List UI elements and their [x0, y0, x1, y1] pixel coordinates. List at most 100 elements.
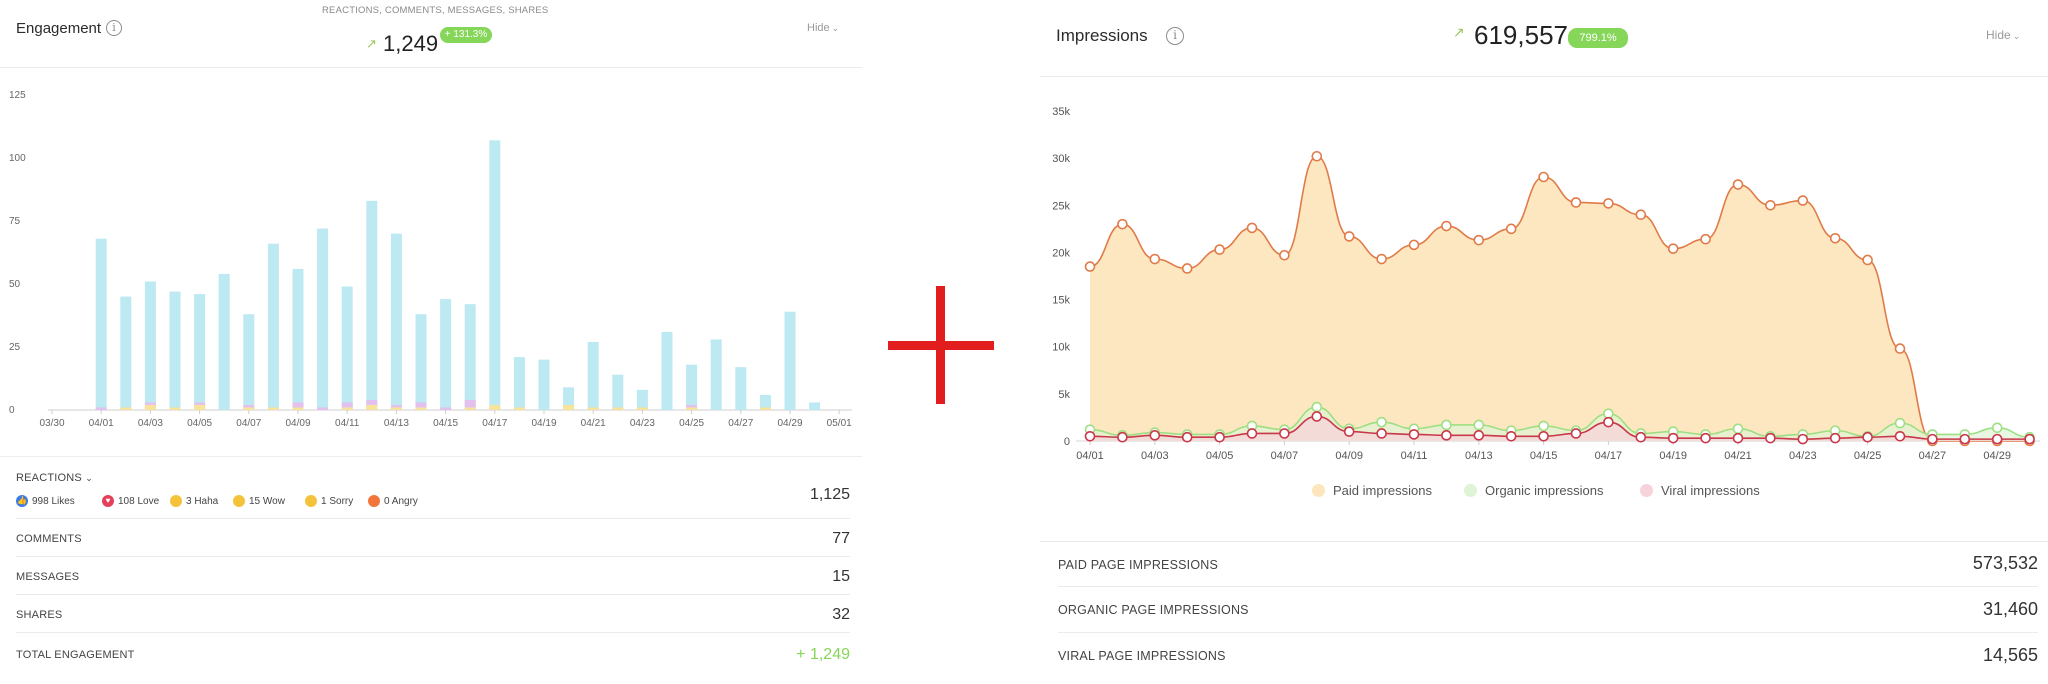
bar-love-segment: [317, 407, 329, 410]
bar: [661, 331, 673, 410]
paid-point: [1181, 263, 1193, 274]
viral-point: [1441, 430, 1452, 441]
reaction-item: 15 Wow: [233, 495, 285, 507]
x-tick-label: 04/17: [482, 418, 507, 429]
viral-point: [1603, 416, 1614, 428]
legend-viral[interactable]: Viral impressions: [1640, 483, 1760, 498]
viral-point: [1084, 430, 1096, 442]
paid-point: [1765, 199, 1776, 211]
impressions-hide-toggle[interactable]: Hide ⌄: [1986, 28, 2020, 42]
reactions-dropdown[interactable]: REACTIONS ⌄: [16, 472, 93, 484]
total-engagement-value: + 1,249: [796, 646, 850, 663]
header-divider: [1040, 76, 2048, 77]
reactions-label: REACTIONS: [16, 472, 82, 484]
bar-love-segment: [390, 404, 402, 410]
bar-love-segment: [415, 402, 427, 410]
bar-haha-segment: [464, 407, 476, 410]
comments-value: 77: [832, 530, 850, 547]
reaction-item: 1 Sorry: [305, 495, 353, 507]
paid-point: [1570, 197, 1582, 208]
impressions-panel: Impressions i ↗ 619,557 799.1% Hide ⌄ 0 5k…: [1040, 0, 2048, 684]
row-divider: [1058, 586, 2038, 587]
x-tick-label: 04/21: [1724, 450, 1752, 462]
legend-paid[interactable]: Paid impressions: [1312, 483, 1432, 498]
legend-swatch: [1640, 484, 1653, 497]
paid-point: [1117, 218, 1128, 230]
viral-point: [1538, 430, 1549, 442]
organic-point: [1311, 401, 1323, 413]
reaction-item: 0 Angry: [368, 495, 418, 507]
row-divider: [16, 594, 850, 595]
engagement-hide-toggle[interactable]: Hide ⌄: [807, 22, 839, 34]
x-tick-label: 04/29: [777, 418, 802, 429]
viral-point: [1214, 431, 1225, 443]
x-tick-label: 04/27: [1919, 450, 1947, 462]
organic-point: [1441, 419, 1452, 431]
bar-haha-segment: [563, 404, 575, 410]
bar: [120, 296, 132, 410]
x-tick-label: 04/25: [1854, 450, 1882, 462]
paid-impressions-value: 573,532: [1972, 553, 2038, 573]
y-tick-label: 75: [9, 216, 21, 227]
x-tick-label: 03/30: [39, 418, 64, 429]
comments-label: COMMENTS: [16, 533, 82, 545]
paid-impressions-label: PAID PAGE IMPRESSIONS: [1058, 558, 1219, 572]
wow-icon: [233, 495, 245, 507]
engagement-panel: Engagement i REACTIONS, COMMENTS, MESSAG…: [0, 0, 870, 684]
bar: [366, 200, 378, 410]
viral-impressions-value: 14,565: [1982, 645, 2038, 665]
viral-point: [1862, 431, 1873, 443]
x-tick-label: 04/03: [138, 418, 163, 429]
bar-haha-segment: [243, 407, 255, 410]
organic-point: [1991, 422, 2003, 434]
y-tick-label: 5k: [1058, 389, 1070, 401]
reaction-item: ♥ 108 Love: [102, 495, 159, 507]
bar: [341, 286, 353, 410]
viral-point: [1343, 426, 1355, 437]
bar: [169, 291, 181, 410]
bar: [636, 389, 648, 410]
organic-point: [1732, 423, 1744, 435]
paid-area: [1090, 156, 2030, 441]
info-icon[interactable]: i: [106, 20, 122, 36]
x-tick-label: 04/01: [1076, 450, 1104, 462]
viral-point: [1667, 432, 1679, 444]
x-tick-label: 04/19: [531, 418, 556, 429]
bar: [612, 374, 624, 410]
viral-point: [1829, 432, 1841, 444]
paid-point: [1538, 171, 1549, 183]
paid-point: [1311, 150, 1323, 162]
chevron-down-icon: ⌄: [2012, 31, 2021, 41]
viral-point: [1700, 432, 1711, 444]
paid-point: [1149, 253, 1161, 265]
reaction-label: 0 Angry: [384, 495, 418, 507]
x-tick-label: 04/29: [1983, 450, 2011, 462]
bar: [710, 339, 722, 410]
organic-impressions-value: 31,460: [1982, 599, 2038, 619]
bar: [194, 294, 206, 410]
reaction-label: 15 Wow: [249, 495, 285, 507]
y-tick-label: 25k: [1052, 200, 1070, 212]
y-tick-label: 15k: [1052, 295, 1070, 307]
legend-organic[interactable]: Organic impressions: [1464, 483, 1604, 498]
trend-up-icon: ↗: [366, 36, 377, 51]
total-engagement-label: TOTAL ENGAGEMENT: [16, 649, 135, 661]
viral-point: [1246, 428, 1258, 439]
impressions-area-chart: 0 5k 10k 15k 20k 25k 30k 35k 04/01 04/03 04/05 04/0…: [1052, 106, 2040, 462]
x-tick-label: 04/25: [679, 418, 704, 429]
viral-point: [1991, 433, 2003, 445]
chevron-down-icon: ⌄: [85, 473, 93, 483]
viral-point: [1797, 433, 1809, 445]
legend-paid-label: Paid impressions: [1333, 483, 1432, 498]
viral-point: [2024, 433, 2035, 445]
x-tick-label: 04/23: [1789, 450, 1817, 462]
paid-point: [1603, 198, 1614, 209]
row-divider: [16, 632, 850, 633]
impressions-title: Impressions: [1056, 26, 1148, 45]
info-icon[interactable]: i: [1166, 27, 1184, 45]
bar-haha-segment: [686, 407, 698, 410]
bar-haha-segment: [120, 407, 132, 410]
viral-point: [1181, 431, 1193, 443]
bar: [390, 233, 402, 410]
bar-haha-segment: [366, 404, 378, 410]
